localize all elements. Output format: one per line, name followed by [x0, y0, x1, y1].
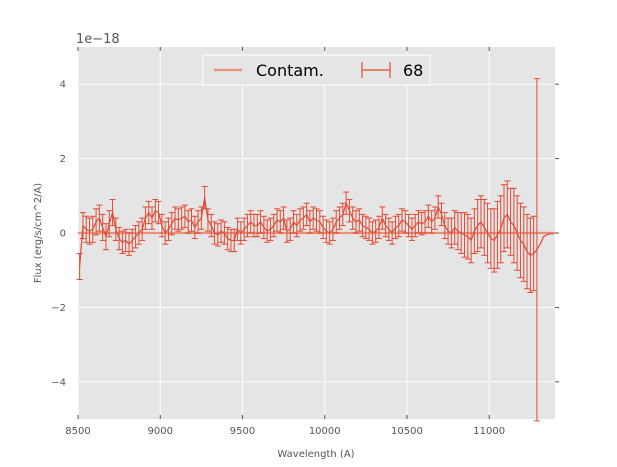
- axis-ticks: 8500 9000 9500 10000 10500 11000 −4 −2 0 2 4: [51, 47, 559, 437]
- series-layer: [76, 78, 555, 422]
- series-68-errorbars: [76, 78, 540, 422]
- x-axis-label: Wavelength (A): [277, 449, 354, 460]
- x-tick-label: 9000: [148, 426, 173, 437]
- x-tick-label: 9500: [230, 426, 255, 437]
- x-tick-label: 10500: [391, 426, 423, 437]
- legend-swatch-68: [361, 62, 391, 78]
- x-tick-label: 10000: [309, 426, 341, 437]
- legend-label-68: 68: [403, 61, 423, 80]
- series-68-line: [79, 197, 554, 267]
- x-tick-label: 8500: [65, 426, 90, 437]
- y-tick-label: 4: [60, 80, 66, 91]
- legend-label-contam: Contam.: [256, 61, 324, 80]
- y-tick-label: 2: [60, 154, 66, 165]
- y-tick-label: −4: [51, 377, 66, 388]
- legend: Contam. 68: [202, 54, 431, 86]
- y-tick-label: 0: [60, 229, 66, 240]
- y-offset-label: 1e−18: [76, 32, 120, 47]
- y-axis-label: Flux (erg/s/cm^2/A): [33, 183, 44, 283]
- y-tick-label: −2: [51, 303, 66, 314]
- x-tick-label: 11000: [473, 426, 505, 437]
